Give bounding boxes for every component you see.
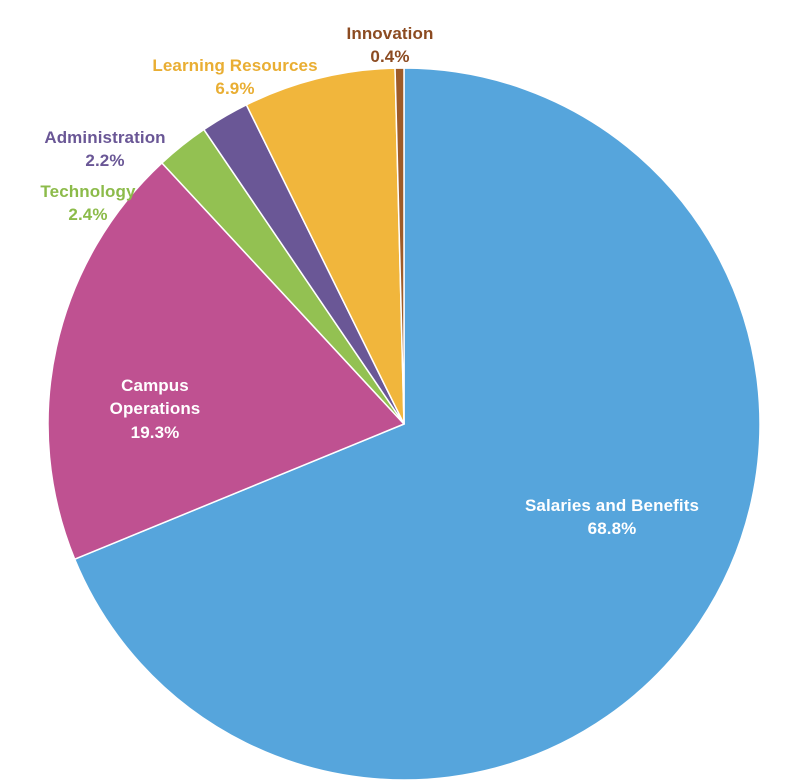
slice-label-text: Administration (44, 128, 166, 147)
slice-label-percent: 0.4% (370, 47, 410, 67)
slice-label-innovation: Innovation 0.4% (320, 22, 460, 69)
slice-label-percent: 19.3% (130, 422, 180, 442)
slice-label-salaries-and-benefits: Salaries and Benefits 68.8% (492, 494, 732, 541)
slice-label-text: Innovation (346, 24, 434, 43)
slice-label-administration: Administration 2.2% (25, 126, 185, 173)
pie-slice-learning-resources (245, 67, 405, 425)
slice-label-text: Campus Operations (109, 376, 201, 419)
slice-label-text: Learning Resources (152, 56, 318, 75)
slice-label-percent: 6.9% (215, 79, 255, 99)
slice-label-percent: 2.4% (68, 205, 108, 225)
pie-slice-innovation (394, 67, 405, 425)
pie-slice-campus-operations (47, 162, 405, 560)
slice-label-technology: Technology 2.4% (18, 180, 158, 227)
slice-label-campus-operations: Campus Operations 19.3% (95, 374, 215, 444)
slice-label-text: Technology (40, 182, 136, 201)
slice-label-percent: 68.8% (587, 519, 637, 539)
slice-label-percent: 2.2% (85, 151, 125, 171)
pie-slice-salaries-and-benefits (73, 67, 761, 781)
slice-label-learning-resources: Learning Resources 6.9% (125, 54, 345, 101)
slice-label-text: Salaries and Benefits (524, 496, 700, 515)
